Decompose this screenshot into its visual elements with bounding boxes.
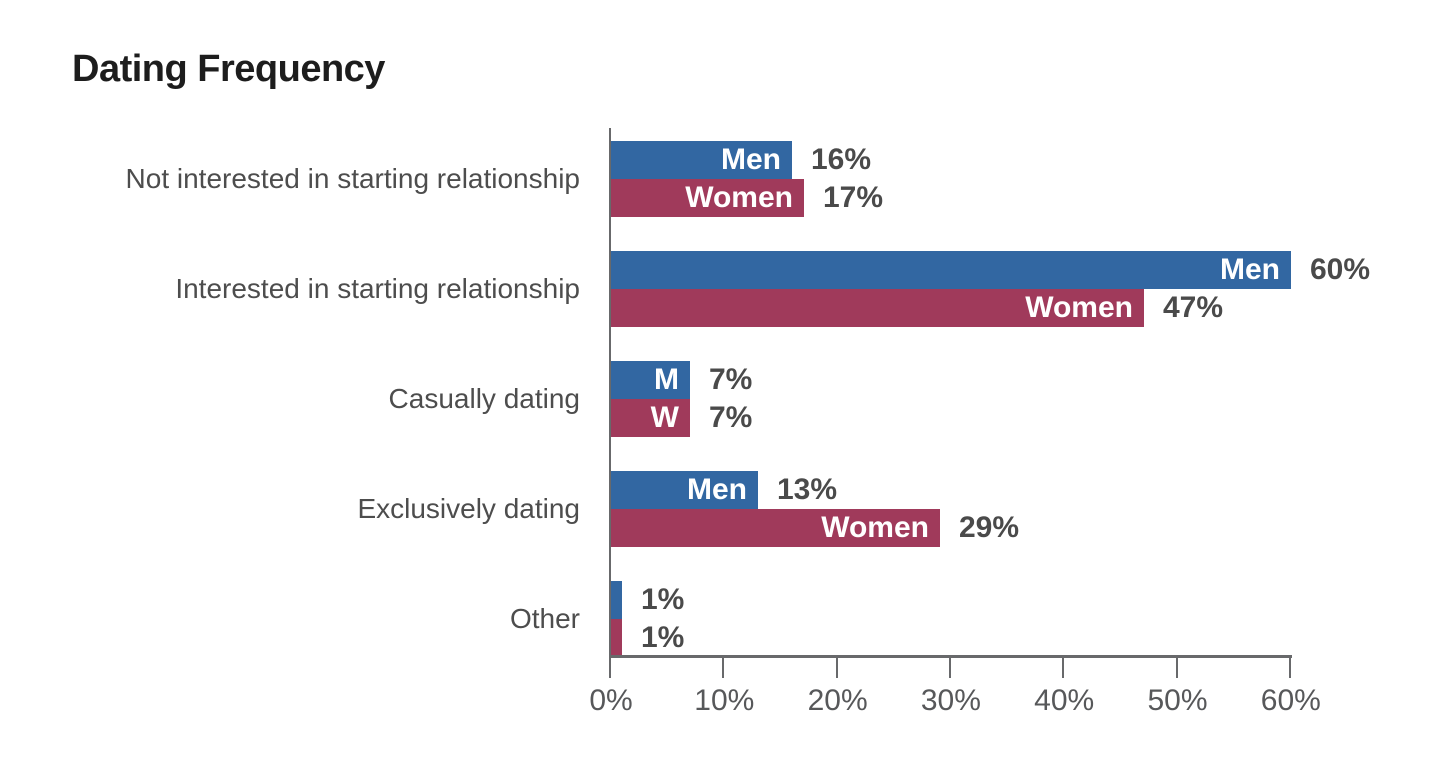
x-axis-tick-label: 20% [807, 684, 868, 717]
value-label: 17% [823, 181, 884, 214]
x-axis-tick [722, 658, 725, 678]
value-label: 1% [641, 583, 685, 616]
value-label: 1% [641, 621, 685, 654]
bar-women [611, 619, 622, 657]
bar-men: M [611, 361, 690, 399]
value-label: 7% [709, 401, 753, 434]
value-label: 29% [959, 511, 1020, 544]
x-axis-tick [1288, 658, 1291, 678]
bar-inline-label: M [654, 363, 679, 396]
x-axis-tick-label: 60% [1260, 684, 1321, 717]
y-axis-line [609, 128, 611, 657]
x-axis-tick [948, 658, 951, 678]
bar-women: Women [611, 509, 940, 547]
value-label: 16% [811, 143, 872, 176]
value-label: 13% [777, 473, 838, 506]
x-axis-tick [609, 658, 611, 678]
category-label: Not interested in starting relationship [125, 163, 580, 194]
x-axis-tick [1175, 658, 1178, 678]
category-label: Casually dating [388, 383, 580, 414]
x-axis-tick-label: 10% [694, 684, 755, 717]
bar-men [611, 581, 622, 619]
x-axis-tick [835, 658, 838, 678]
bar-inline-label: W [650, 401, 679, 434]
value-label: 60% [1310, 253, 1371, 286]
x-axis-tick [1062, 658, 1065, 678]
bar-women: W [611, 399, 690, 437]
chart-title: Dating Frequency [72, 48, 385, 90]
value-label: 7% [709, 363, 753, 396]
bar-inline-label: Women [821, 511, 929, 544]
bar-inline-label: Men [1220, 253, 1280, 286]
bar-inline-label: Men [687, 473, 747, 506]
x-axis-line [609, 655, 1292, 658]
bar-men: Men [611, 141, 792, 179]
bar-inline-label: Women [685, 181, 793, 214]
bar-men: Men [611, 471, 758, 509]
category-label: Interested in starting relationship [175, 273, 580, 304]
bar-inline-label: Women [1025, 291, 1133, 324]
bar-inline-label: Men [721, 143, 781, 176]
x-axis-tick-label: 0% [589, 684, 633, 717]
category-label: Exclusively dating [357, 493, 580, 524]
x-axis-tick-label: 40% [1034, 684, 1095, 717]
category-label: Other [509, 603, 580, 634]
bar-women: Women [611, 179, 804, 217]
x-axis-tick-label: 50% [1147, 684, 1208, 717]
value-label: 47% [1163, 291, 1224, 324]
bar-men: Men [611, 251, 1291, 289]
bar-women: Women [611, 289, 1144, 327]
x-axis-tick-label: 30% [920, 684, 981, 717]
